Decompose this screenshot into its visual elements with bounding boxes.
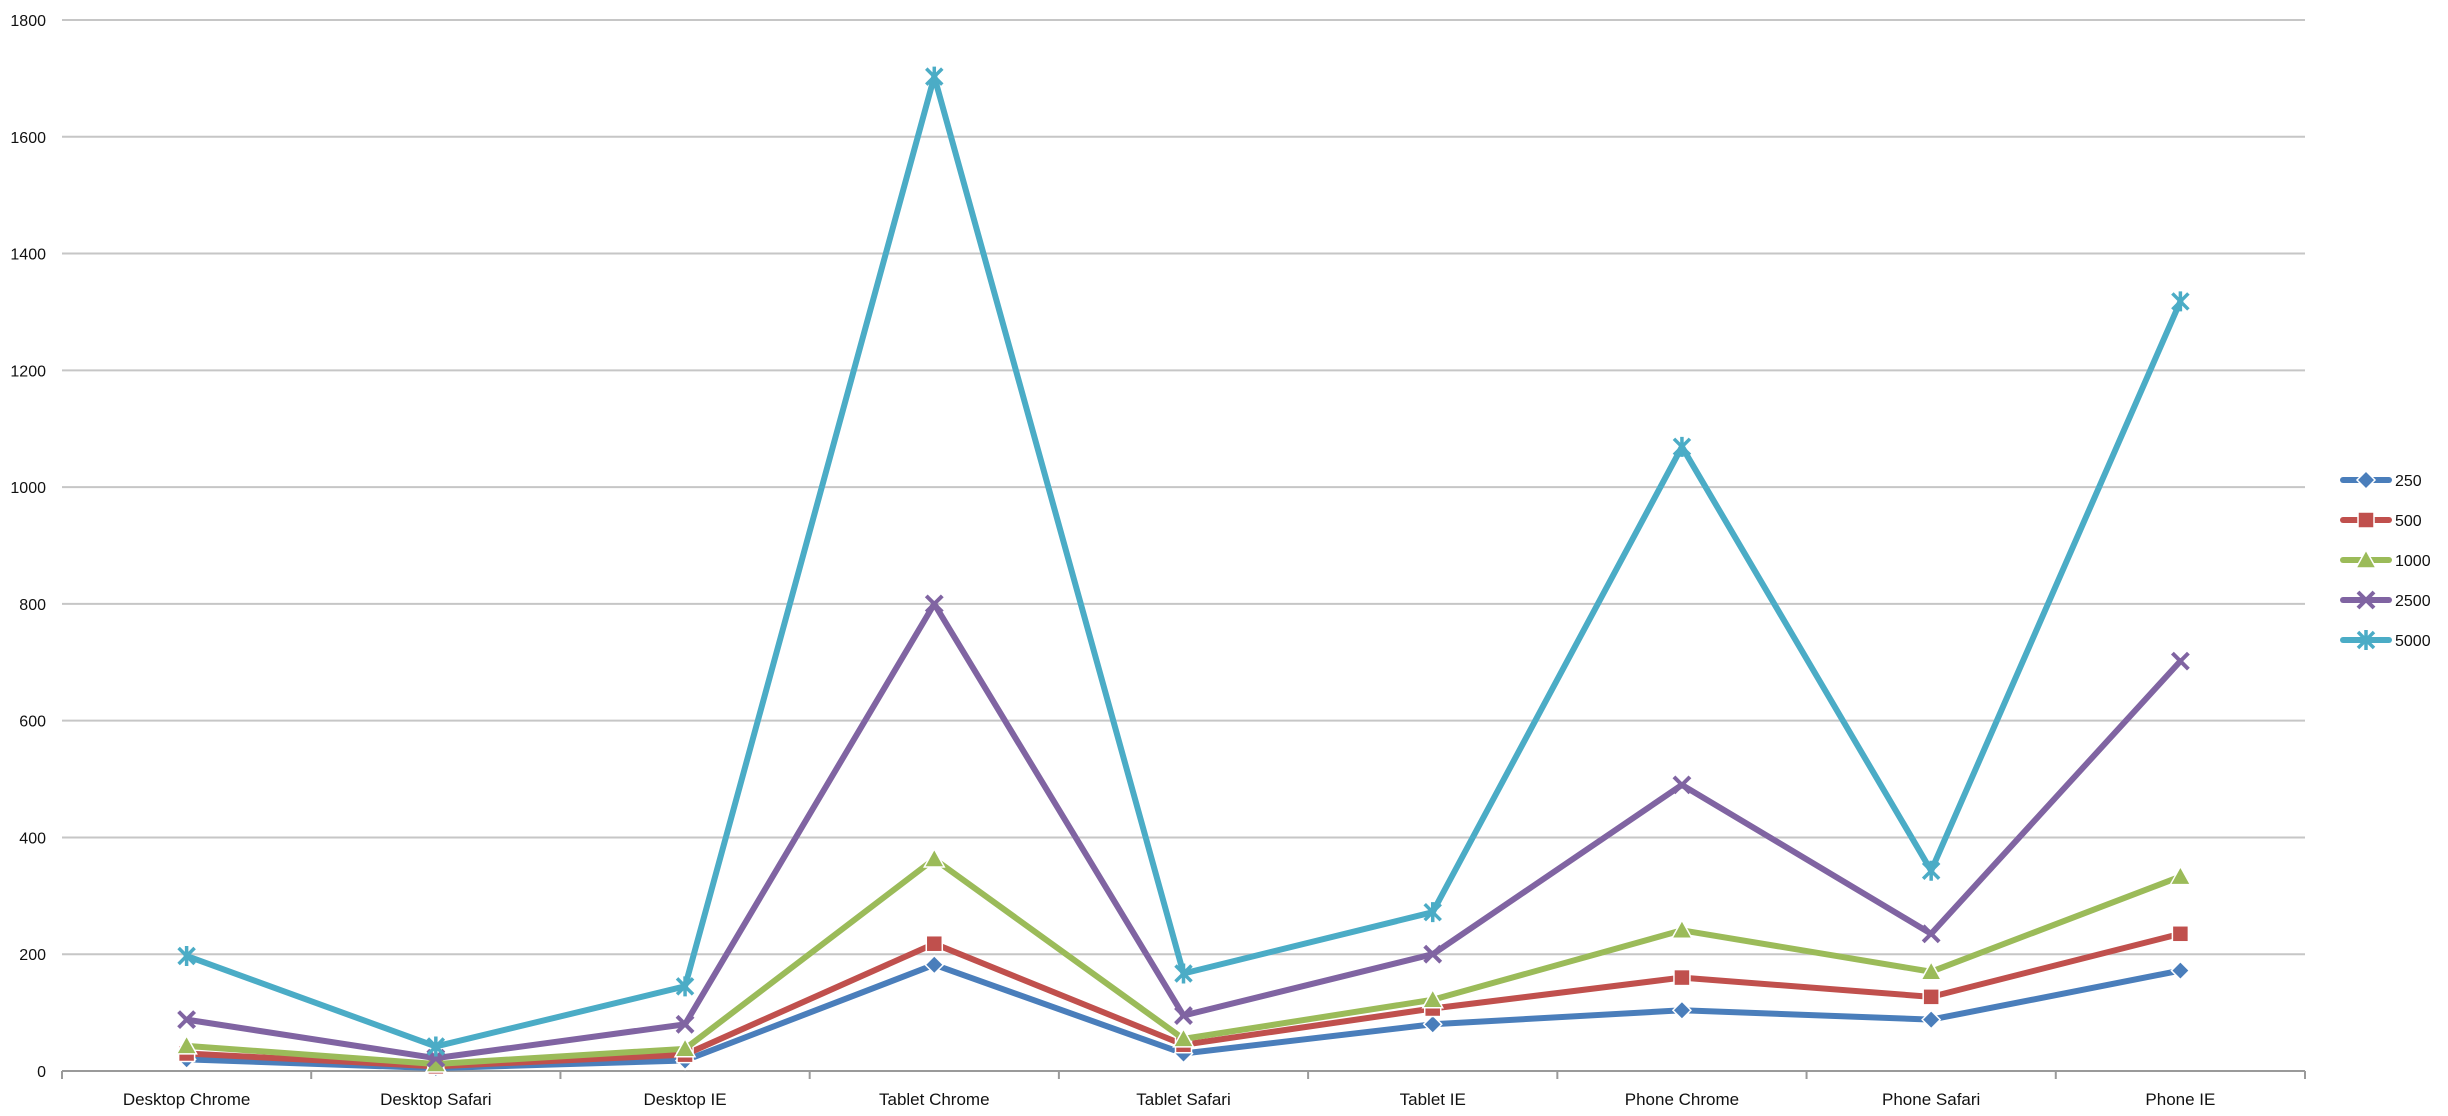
data-point-2500 <box>1423 944 1443 964</box>
data-point-2500 <box>2170 651 2190 671</box>
legend-label: 1000 <box>2395 553 2431 570</box>
y-tick-label: 200 <box>19 947 46 964</box>
data-point-500 <box>1673 968 1691 987</box>
data-point-2500 <box>924 594 944 614</box>
y-tick-label: 1400 <box>10 247 46 264</box>
series-group <box>175 66 2192 1079</box>
data-point-1000 <box>2169 865 2192 886</box>
legend-item-5000: 5000 <box>2340 630 2431 650</box>
y-tick-label: 1000 <box>10 480 46 497</box>
x-tick-label: Phone IE <box>2145 1090 2215 1109</box>
x-tick-label: Phone Safari <box>1882 1090 1980 1109</box>
x-tick-label: Tablet Chrome <box>879 1090 990 1109</box>
data-point-1000 <box>175 1034 198 1055</box>
legend-label: 2500 <box>2395 593 2431 610</box>
data-point-1000 <box>1421 988 1444 1009</box>
x-tick-label: Desktop Chrome <box>123 1090 251 1109</box>
y-tick-label: 600 <box>19 714 46 731</box>
legend-marker <box>2355 469 2377 491</box>
data-point-5000 <box>675 976 695 997</box>
data-point-250 <box>1422 1014 1443 1035</box>
y-tick-label: 0 <box>37 1064 46 1081</box>
x-tick-label: Desktop IE <box>643 1090 726 1109</box>
legend-label: 500 <box>2395 513 2422 530</box>
legend-marker <box>2357 511 2375 529</box>
data-point-250 <box>1671 1000 1693 1021</box>
x-tick-label: Tablet IE <box>1400 1090 1466 1109</box>
data-point-2500 <box>1174 1006 1193 1025</box>
data-point-500 <box>1922 988 1940 1006</box>
legend-item-500: 500 <box>2340 511 2422 530</box>
legend-marker <box>2354 548 2378 569</box>
y-axis-ticks: 0 200 400 600 800 1000 1200 1400 1600 1800 <box>10 13 46 1081</box>
data-point-5000 <box>1423 902 1442 923</box>
y-tick-label: 1200 <box>10 363 46 380</box>
series-5000 <box>177 66 2190 1057</box>
data-point-2500 <box>1921 924 1941 944</box>
data-point-1000 <box>923 847 946 868</box>
x-tick-label: Desktop Safari <box>380 1090 492 1109</box>
legend: 250 500 1000 2500 5000 <box>2340 469 2431 650</box>
data-point-500 <box>925 934 944 953</box>
y-tick-label: 400 <box>19 830 46 847</box>
legend-item-2500: 2500 <box>2340 590 2431 610</box>
legend-item-250: 250 <box>2340 469 2422 491</box>
data-point-500 <box>2171 925 2190 943</box>
data-point-1000 <box>1670 918 1694 940</box>
data-point-250 <box>2170 960 2191 981</box>
x-tick-label: Phone Chrome <box>1625 1090 1739 1109</box>
data-point-1000 <box>1172 1027 1195 1048</box>
data-point-1000 <box>673 1037 697 1058</box>
legend-label: 250 <box>2395 473 2422 490</box>
x-axis-ticks: Desktop Chrome Desktop Safari Desktop IE Ta… <box>61 1071 2306 1109</box>
data-point-2500 <box>1672 775 1692 795</box>
data-point-5000 <box>925 66 944 87</box>
series-1000 <box>175 847 2192 1073</box>
gridlines <box>62 19 2305 956</box>
y-tick-label: 1800 <box>10 13 46 30</box>
data-point-1000 <box>1919 960 1943 981</box>
y-tick-label: 1600 <box>10 130 46 147</box>
legend-item-1000: 1000 <box>2340 548 2431 570</box>
data-point-5000 <box>1672 436 1692 457</box>
y-tick-label: 800 <box>19 597 46 614</box>
data-point-2500 <box>675 1014 695 1034</box>
legend-marker <box>2356 630 2376 650</box>
data-point-5000 <box>426 1036 446 1057</box>
series-2500 <box>177 594 2190 1068</box>
data-point-5000 <box>1921 860 1941 881</box>
data-point-250 <box>924 954 945 975</box>
data-point-5000 <box>1174 963 1193 984</box>
x-tick-label: Tablet Safari <box>1136 1090 1231 1109</box>
legend-label: 5000 <box>2395 633 2431 650</box>
data-point-250 <box>1921 1009 1942 1030</box>
data-point-5000 <box>2171 291 2190 312</box>
data-point-2500 <box>177 1010 197 1030</box>
legend-marker <box>2356 590 2376 610</box>
data-point-5000 <box>177 945 196 966</box>
